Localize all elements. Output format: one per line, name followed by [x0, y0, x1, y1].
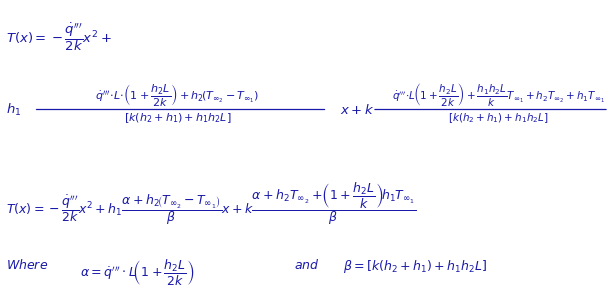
Text: $\dot{q}^{\prime\prime\prime}\!\cdot\!L\!\cdot\!\left(1+\dfrac{h_2 L}{2k}\right): $\dot{q}^{\prime\prime\prime}\!\cdot\!L\… [95, 82, 259, 108]
Text: $\left[k(h_2+h_1)+h_1 h_2 L\right]$: $\left[k(h_2+h_1)+h_1 h_2 L\right]$ [124, 112, 231, 125]
Text: $h_1$: $h_1$ [6, 101, 21, 118]
Text: $T(x) = -\dfrac{\dot{q}^{\prime\prime\prime}}{2k}x^2 +$: $T(x) = -\dfrac{\dot{q}^{\prime\prime\pr… [6, 21, 112, 53]
Text: $T(x) = -\dfrac{\dot{q}^{\prime\prime\prime}}{2k}x^2 + h_1\dfrac{\alpha+h_2\!\le: $T(x) = -\dfrac{\dot{q}^{\prime\prime\pr… [6, 180, 417, 227]
Text: $\alpha = \dot{q}^{\prime\prime\prime} \cdot L\!\left(1+\dfrac{h_2 L}{2k}\right): $\alpha = \dot{q}^{\prime\prime\prime} \… [80, 258, 194, 288]
Text: $and$: $and$ [294, 258, 319, 272]
Text: $x + k$: $x + k$ [340, 103, 374, 116]
Text: $\beta = \left[k(h_2+h_1)+h_1 h_2 L\right]$: $\beta = \left[k(h_2+h_1)+h_1 h_2 L\righ… [343, 258, 487, 275]
Text: $Where$: $Where$ [6, 258, 48, 272]
Text: $\dot{q}^{\prime\prime\prime}\!\cdot\!L\!\left(1+\dfrac{h_2 L}{2k}\right)+\dfrac: $\dot{q}^{\prime\prime\prime}\!\cdot\!L\… [392, 81, 605, 108]
Text: $\left[k(h_2+h_1)+h_1 h_2 L\right]$: $\left[k(h_2+h_1)+h_1 h_2 L\right]$ [449, 112, 549, 125]
